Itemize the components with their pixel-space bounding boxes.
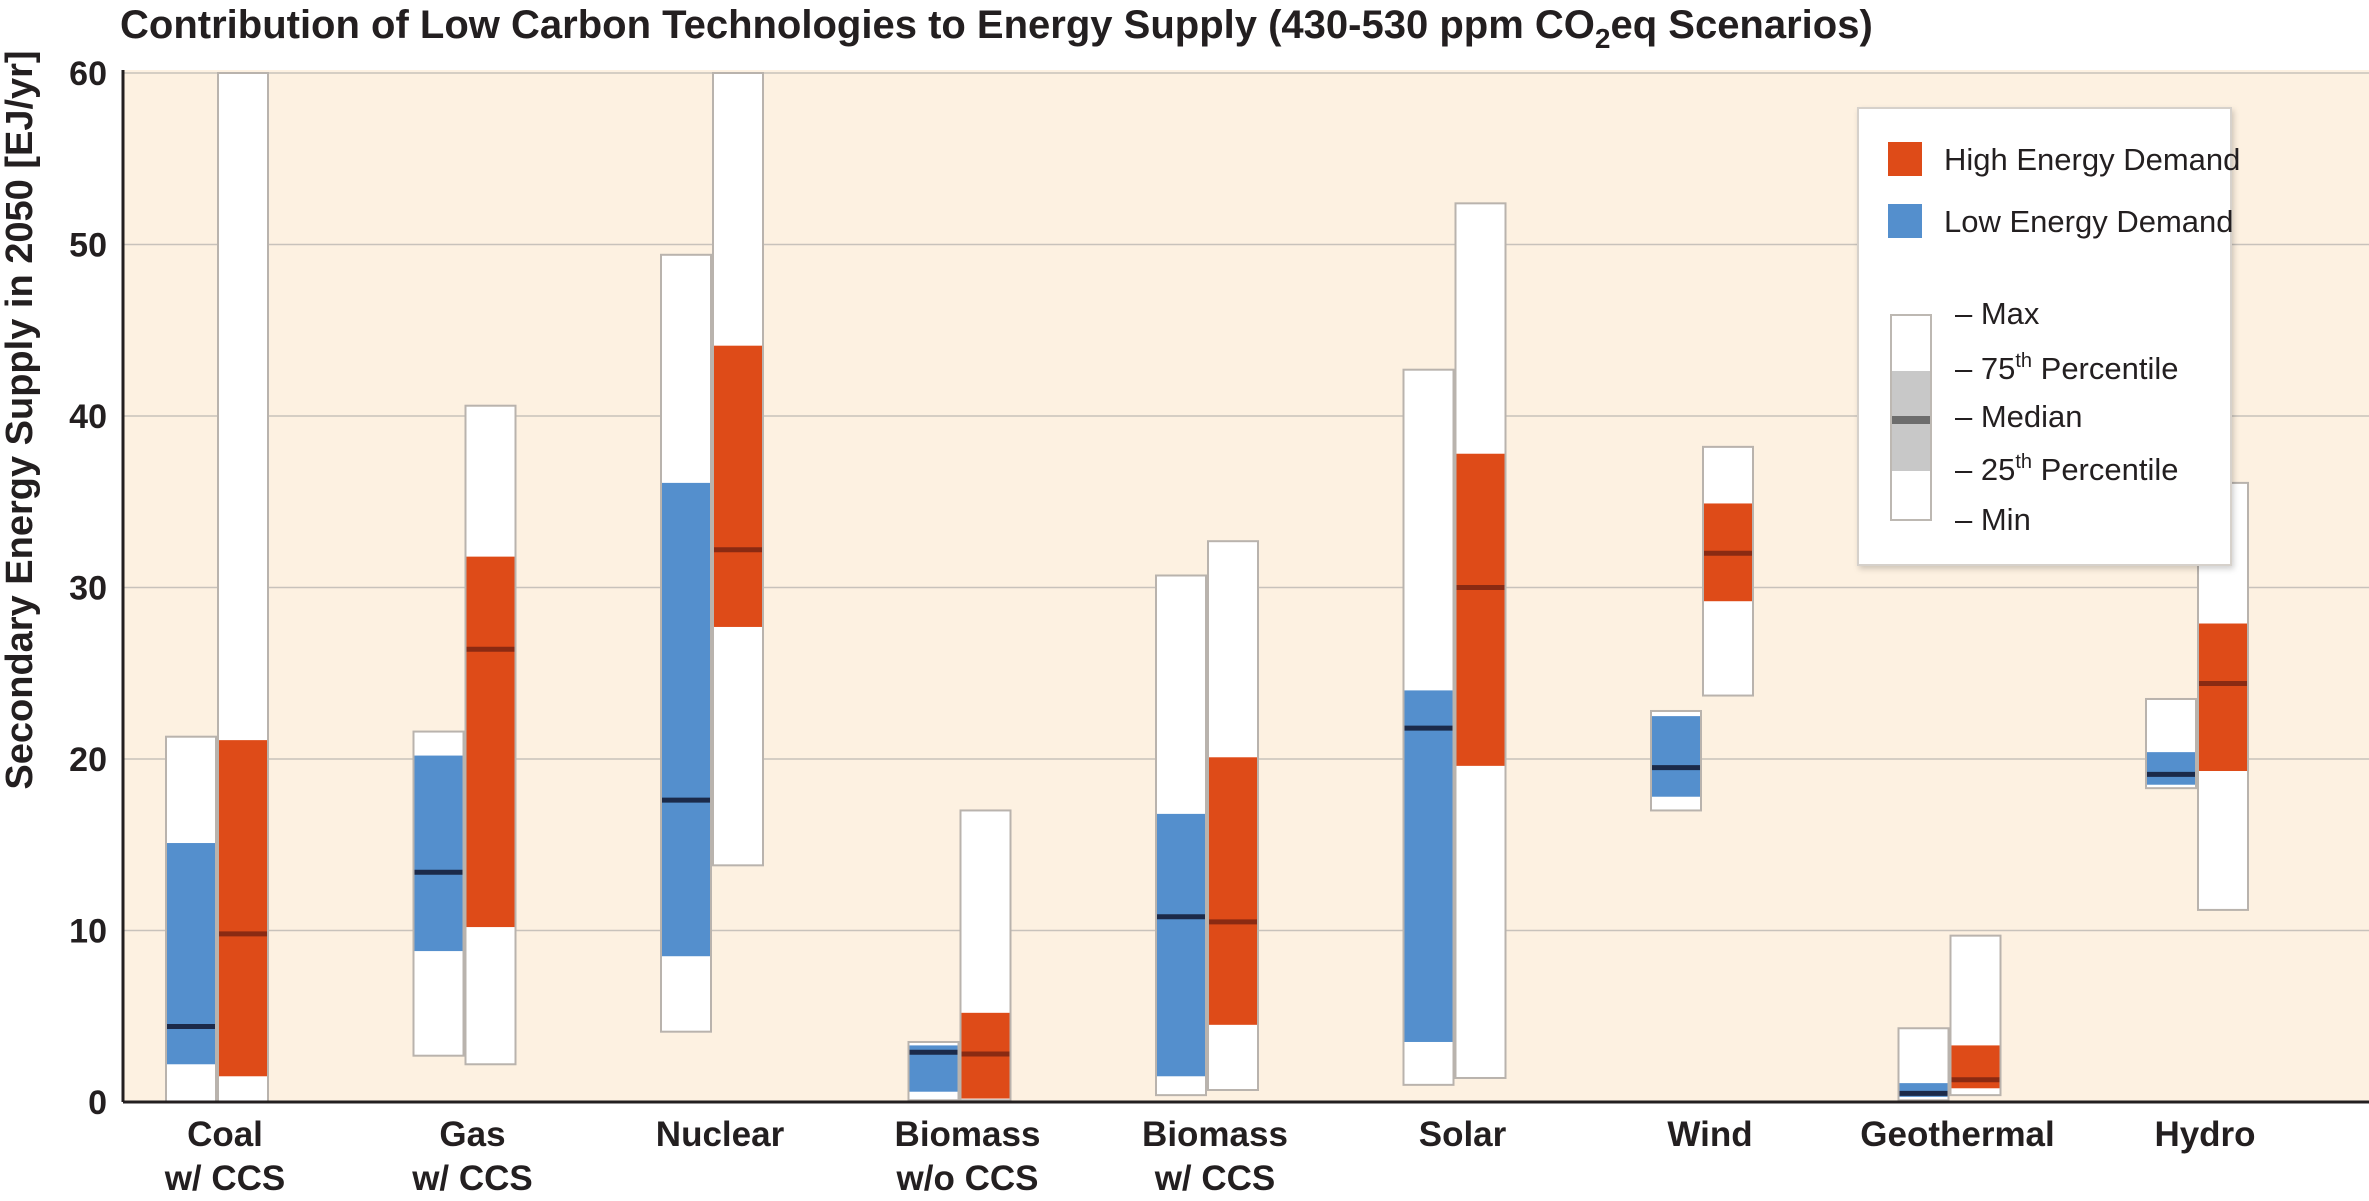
legend-key-label: – 75th Percentile — [1955, 350, 2179, 386]
box-high-demand — [217, 72, 269, 1103]
category-label: Solar — [1419, 1115, 1507, 1154]
category-label: Nuclear — [656, 1115, 785, 1154]
box-low-demand — [1897, 1027, 1950, 1102]
y-axis-label: Secondary Energy Supply in 2050 [EJ/yr] — [0, 50, 41, 789]
y-tick-label: 30 — [69, 570, 107, 608]
interquartile-box — [1456, 453, 1505, 766]
box-plots — [165, 72, 2249, 1104]
box-high-demand — [959, 809, 1012, 1102]
y-tick-label: 0 — [88, 1084, 107, 1122]
legend-key-label: – Min — [1955, 502, 2031, 537]
legend-box-key: – Max – 75th Percentile – Median – 25th Per… — [1890, 296, 2179, 537]
interquartile-box — [1209, 757, 1257, 1025]
category-label-line2: w/ CCS — [1154, 1159, 1276, 1198]
box-high-demand — [712, 72, 764, 867]
box-low-demand — [1402, 368, 1455, 1086]
interquartile-box — [1652, 716, 1700, 797]
interquartile-box — [414, 755, 463, 952]
box-low-demand — [1155, 574, 1207, 1097]
box-low-demand — [2145, 697, 2197, 790]
category-label-line2: w/ CCS — [411, 1159, 533, 1198]
interquartile-box — [219, 740, 267, 1077]
box-high-demand — [1207, 540, 1259, 1091]
box-high-demand — [1454, 202, 1507, 1079]
box-low-demand — [165, 735, 217, 1104]
interquartile-box — [662, 482, 710, 957]
category-label: Gas — [439, 1115, 505, 1154]
axes — [121, 70, 2369, 1104]
category-label: Hydro — [2154, 1115, 2255, 1154]
y-tick-label: 10 — [69, 913, 107, 951]
box-low-demand — [660, 253, 712, 1033]
chart-title: Contribution of Low Carbon Technologies … — [120, 3, 1873, 54]
category-label: Biomass — [1142, 1115, 1288, 1154]
box-low-demand — [1650, 709, 1702, 812]
interquartile-box — [167, 843, 215, 1065]
box-high-demand — [1949, 934, 2002, 1097]
interquartile-box — [714, 345, 762, 627]
interquartile-box — [466, 556, 515, 928]
category-label-line2: w/ CCS — [164, 1159, 286, 1198]
box-low-demand — [907, 1040, 960, 1102]
category-label-line2: w/o CCS — [896, 1159, 1039, 1198]
category-label: Wind — [1667, 1115, 1752, 1154]
interquartile-box — [1157, 813, 1205, 1077]
category-labels: Coal w/ CCS Gas w/ CCS Nuclear Biomass w/o CCS… — [164, 1115, 2256, 1198]
interquartile-box — [2199, 623, 2247, 772]
y-tick-label: 20 — [69, 741, 107, 779]
legend-series-label: High Energy Demand — [1944, 142, 2240, 177]
legend-key-label: – Median — [1955, 399, 2083, 434]
category-label: Geothermal — [1860, 1115, 2055, 1154]
interquartile-box — [2147, 752, 2195, 785]
legend-swatch — [1888, 142, 1922, 176]
category-label: Biomass — [895, 1115, 1041, 1154]
legend: High Energy Demand Low Energy Demand – Ma… — [1857, 107, 2240, 566]
interquartile-box — [1404, 690, 1453, 1042]
y-tick-label: 60 — [69, 55, 107, 93]
legend-key-label: – Max — [1955, 296, 2040, 331]
box-low-demand — [412, 730, 465, 1057]
category-label: Coal — [187, 1115, 263, 1154]
box-high-demand — [464, 404, 517, 1066]
legend-series: High Energy Demand Low Energy Demand — [1888, 142, 2240, 239]
legend-key-label: – 25th Percentile — [1955, 451, 2179, 487]
box-high-demand — [1702, 445, 1754, 697]
y-tick-label: 50 — [69, 227, 107, 265]
legend-series-label: Low Energy Demand — [1944, 204, 2234, 239]
legend-swatch — [1888, 204, 1922, 238]
y-tick-labels: 0 10 20 30 40 50 60 — [69, 55, 107, 1122]
y-tick-label: 40 — [69, 398, 107, 436]
